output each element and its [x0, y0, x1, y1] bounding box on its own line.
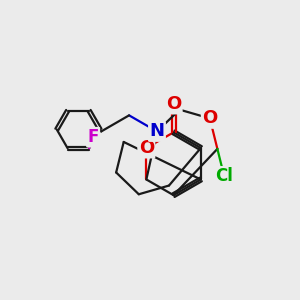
Text: N: N — [149, 122, 164, 140]
Text: O: O — [166, 95, 181, 113]
Text: O: O — [202, 110, 218, 128]
Text: Cl: Cl — [215, 167, 233, 185]
Text: F: F — [87, 128, 99, 146]
Text: O: O — [139, 139, 154, 157]
